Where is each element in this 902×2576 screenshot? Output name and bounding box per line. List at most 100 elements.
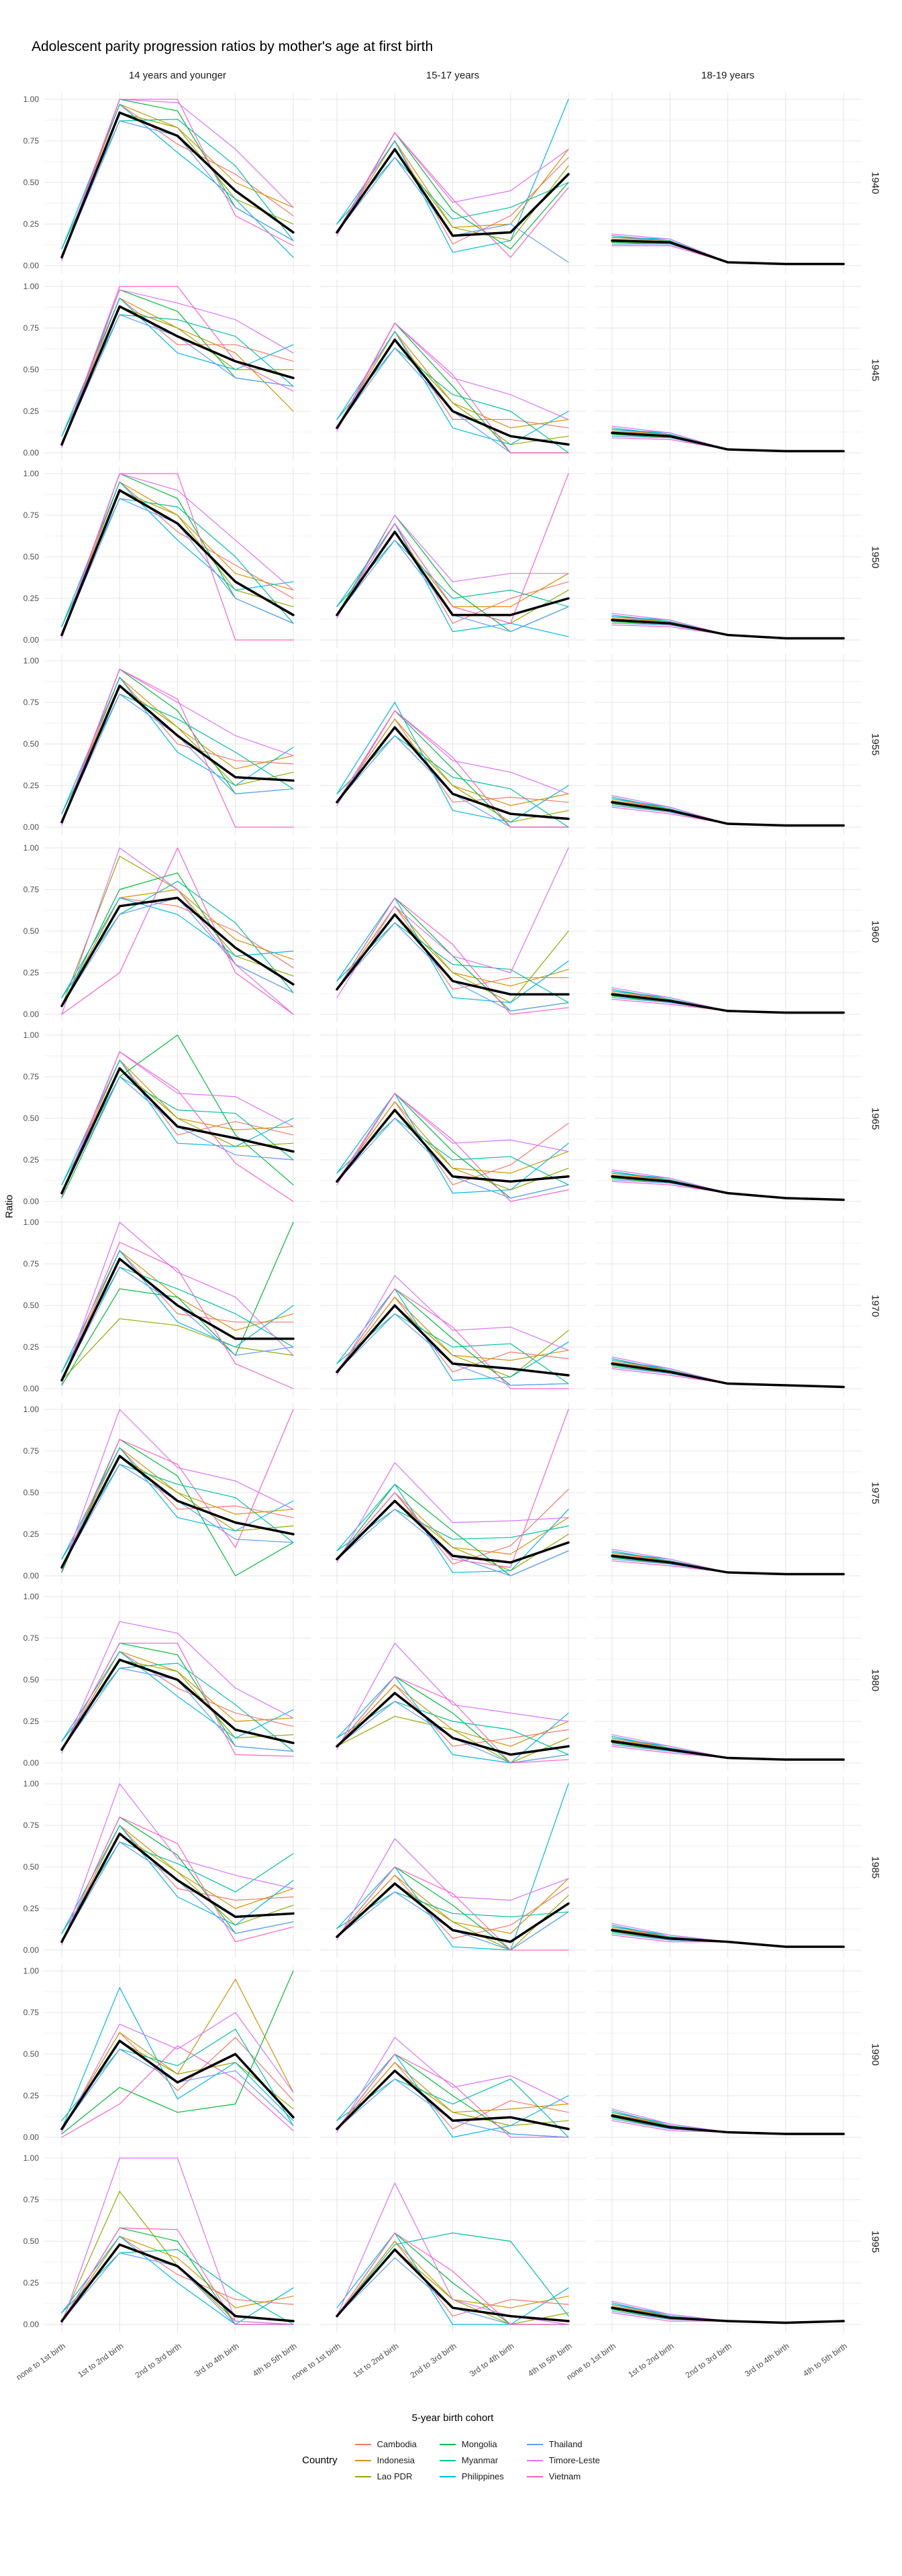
series-line-philippines <box>336 1093 569 1194</box>
legend-item-timore-leste: Timore-Leste <box>526 2455 600 2465</box>
series-line-overall <box>336 1304 570 1377</box>
legend-column: Thailand Timore-Leste Vietnam <box>526 2439 600 2481</box>
series-line-overall <box>60 1658 295 1751</box>
facet-row-strip-label: 1965 <box>869 1108 881 1130</box>
y-tick-label: 0.75 <box>23 511 39 520</box>
facet-row-strip-label: 1980 <box>869 1669 881 1692</box>
facet-panel-1945-1 <box>319 280 586 461</box>
series-line-philippines <box>336 523 569 637</box>
y-tick-label: 0.75 <box>23 2008 39 2017</box>
y-tick-label: 0.25 <box>23 2278 39 2288</box>
legend-column: Cambodia Indonesia Lao PDR <box>354 2439 417 2481</box>
series-line-philippines <box>61 1651 294 1742</box>
series-line-myanmar <box>336 1701 569 1756</box>
series-line-vietnam <box>61 286 294 445</box>
series-line-overall <box>336 531 570 616</box>
legend-title: Country <box>302 2455 338 2466</box>
series-line-vietnam <box>336 1409 569 1568</box>
x-tick-label: 2nd to 3rd birth <box>683 2341 734 2380</box>
facet-panel-1945-0 <box>44 280 311 461</box>
x-tick-label: 1st to 2nd birth <box>351 2341 401 2380</box>
facet-grid: 1.00 0.75 0.50 0.25 0.00 1940 1.00 0.75 0.50 0.25… <box>0 93 902 2408</box>
series-line-vietnam <box>336 897 569 1015</box>
legend-swatch <box>526 2475 543 2477</box>
y-tick-label: 0.00 <box>23 1945 39 1955</box>
facet-row-1940: 1.00 0.75 0.50 0.25 0.00 1940 <box>0 93 902 274</box>
series-line-philippines <box>61 1059 294 1185</box>
series-line-overall <box>336 1882 570 1943</box>
series-line-vietnam <box>336 710 569 828</box>
x-tick-label: 1st to 2nd birth <box>76 2341 126 2380</box>
y-tick-label: 1.00 <box>23 1966 39 1976</box>
facet-panel-1960-1 <box>319 841 586 1022</box>
y-tick-label: 1.00 <box>23 656 39 665</box>
series-line-myanmar <box>336 1118 569 1185</box>
facet-row-strip-label: 1945 <box>869 359 881 382</box>
y-tick-label: 0.50 <box>23 926 39 936</box>
series-line-overall <box>60 2243 295 2322</box>
facet-panel-1985-0 <box>44 1777 311 1958</box>
series-line-overall <box>336 913 570 996</box>
x-axis-labels: none to 1st birth 1st to 2nd birth 2nd to … <box>0 2339 902 2408</box>
y-tick-label: 0.25 <box>23 1904 39 1913</box>
facet-row-strip-1995: 1995 <box>864 2151 887 2332</box>
y-tick-label: 0.00 <box>23 2320 39 2329</box>
series-line-timore-leste <box>336 1275 569 1376</box>
y-tick-label: 0.50 <box>23 1488 39 1497</box>
y-tick-label: 0.00 <box>23 1758 39 1768</box>
series-line-myanmar <box>336 2232 569 2317</box>
series-line-philippines <box>336 1783 569 1951</box>
series-line-vietnam <box>336 322 569 453</box>
series-line-vietnam <box>61 473 294 641</box>
y-tick-label: 0.25 <box>23 1342 39 1352</box>
series-line-timore-leste <box>61 847 294 1015</box>
series-line-vietnam <box>336 2053 569 2138</box>
y-tick-label: 0.00 <box>23 2133 39 2142</box>
facet-row-strip-label: 1950 <box>869 546 881 569</box>
series-line-overall <box>60 896 295 1008</box>
y-tick-label: 0.75 <box>23 1072 39 1081</box>
y-tick-label: 0.25 <box>23 968 39 977</box>
series-line-overall <box>336 1499 570 1564</box>
series-line-philippines <box>336 2053 569 2138</box>
facet-panel-1990-1 <box>319 1964 586 2145</box>
series-line-vietnam <box>336 131 569 258</box>
facet-row-strip-1950: 1950 <box>864 467 887 648</box>
legend-label: Cambodia <box>377 2439 417 2449</box>
facet-panel-1975-2 <box>595 1403 861 1584</box>
facet-panel-1990-0 <box>44 1964 311 2145</box>
series-line-vietnam <box>336 1676 569 1764</box>
series-line-overall <box>60 1454 295 1569</box>
y-tick-label: 0.25 <box>23 1155 39 1165</box>
y-tick-label: 0.25 <box>23 2091 39 2100</box>
legend-label: Lao PDR <box>377 2471 413 2481</box>
facet-row-1955: 1.00 0.75 0.50 0.25 0.00 1955 <box>0 654 902 835</box>
series-line-timore-leste <box>336 1093 569 1185</box>
series-line-myanmar <box>61 1662 294 1752</box>
y-tick-label: 0.50 <box>23 2049 39 2059</box>
series-line-overall <box>60 684 295 824</box>
y-tick-label: 1.00 <box>23 1592 39 1601</box>
legend-label: Myanmar <box>461 2455 499 2465</box>
series-line-timore-leste <box>336 2037 569 2133</box>
y-axis-labels: 1.00 0.75 0.50 0.25 0.00 <box>0 1964 44 2145</box>
facet-row-1950: 1.00 0.75 0.50 0.25 0.00 1950 <box>0 467 902 648</box>
series-line-myanmar <box>336 1313 569 1385</box>
series-line-philippines <box>336 702 569 823</box>
y-tick-label: 1.00 <box>23 1405 39 1414</box>
y-tick-label: 0.75 <box>23 1633 39 1643</box>
facet-row-strip-label: 1975 <box>869 1482 881 1505</box>
facet-panel-1970-1 <box>319 1216 586 1397</box>
facet-panel-1960-0 <box>44 841 311 1022</box>
series-line-myanmar <box>336 922 569 1004</box>
y-tick-label: 0.75 <box>23 1821 39 1830</box>
facet-panel-1995-1 <box>319 2151 586 2332</box>
facet-panel-1945-2 <box>595 280 861 461</box>
facet-row-strip-label: 1960 <box>869 920 881 943</box>
series-line-vietnam <box>61 1642 294 1757</box>
series-line-overall <box>611 2306 845 2324</box>
series-line-overall <box>336 726 570 820</box>
legend-item-myanmar: Myanmar <box>439 2455 504 2465</box>
series-line-timore-leste <box>61 2157 294 2325</box>
